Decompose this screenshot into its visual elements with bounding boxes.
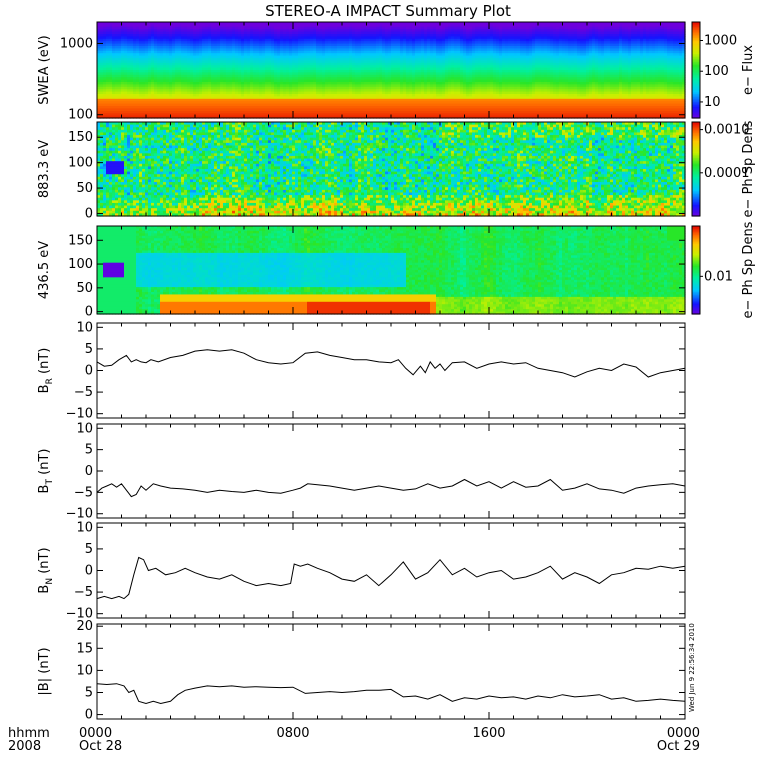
timestamp-label: Wed Jun 9 22:56:34 2010	[688, 623, 696, 712]
plot-title: STEREO-A IMPACT Summary Plot	[265, 2, 511, 20]
summary-plot-figure: STEREO-A IMPACT Summary Plot Wed Jun 9 2…	[0, 0, 780, 780]
